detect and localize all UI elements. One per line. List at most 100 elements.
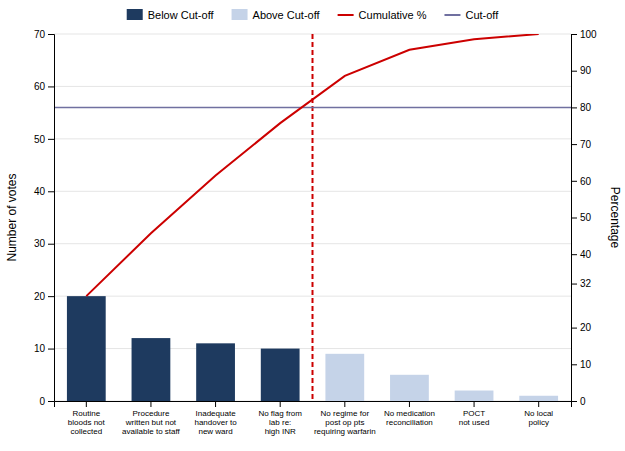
tick-mark [571, 181, 577, 182]
chart: Routinebloods notcollected Procedurewritt… [0, 0, 625, 451]
axis-line [48, 35, 55, 402]
tick-label-line: new ward [198, 427, 232, 436]
tick-label-line: policy [528, 418, 548, 427]
tick-label-line: Procedure [132, 409, 169, 418]
tick-mark [571, 71, 577, 72]
tick-label-line: No local [524, 409, 553, 418]
tick-mark [48, 401, 54, 402]
legend-label: Above Cut-off [253, 9, 321, 21]
tick: 70 [571, 139, 592, 150]
tick-mark [571, 144, 577, 145]
tick: 70 [34, 29, 54, 40]
grid-line [54, 296, 571, 297]
tick-label: 70 [580, 139, 592, 150]
tick-mark [344, 401, 345, 407]
tick-label: POCTnot used [459, 409, 490, 427]
legend-item: Cumulative % [338, 9, 427, 21]
y-axis: 010203040506070 [34, 29, 55, 407]
tick-label: 60 [580, 176, 592, 187]
tick-label: 20 [34, 291, 46, 302]
tick-mark [48, 349, 54, 350]
tick-mark [86, 401, 87, 407]
tick-label: 50 [580, 212, 592, 223]
bar [261, 349, 300, 401]
legend-swatch [232, 9, 248, 20]
tick-label: 70 [34, 29, 46, 40]
tick: 50 [34, 134, 54, 145]
tick-label: No medicationreconciliation [384, 409, 435, 427]
tick-label-line: available to staff [122, 427, 180, 436]
tick-mark [48, 34, 54, 35]
line [86, 34, 538, 296]
tick-label: 40 [34, 186, 46, 197]
tick-label: 80 [580, 102, 592, 113]
tick-mark [571, 218, 577, 219]
legend-swatch [338, 14, 354, 16]
tick-mark [538, 401, 539, 407]
tick-mark [571, 328, 577, 329]
tick-mark [48, 86, 54, 87]
tick: 30 [34, 238, 54, 249]
bar [519, 396, 558, 401]
tick-label-line: Routine [73, 409, 101, 418]
tick: No regime forpost op ptsrequiring warfar… [314, 401, 376, 436]
bar [455, 391, 494, 401]
reference-line [54, 107, 571, 109]
tick: Procedurewritten but notavailable to sta… [122, 401, 180, 436]
tick: Routinebloods notcollected [68, 401, 106, 436]
bar [132, 338, 171, 401]
y2-axis: 0 10 20 32 40 50 60 70 80 90 100 [571, 29, 597, 407]
tick-label-line: not used [459, 418, 490, 427]
tick-label: 20 [580, 322, 592, 333]
tick-mark [571, 107, 577, 108]
tick-mark [215, 401, 216, 407]
tick-label-line: post op pts [325, 418, 364, 427]
tick: 32 [571, 278, 592, 289]
bar [390, 375, 429, 401]
tick-label-line: No medication [384, 409, 435, 418]
divider [312, 34, 314, 401]
tick-label: 50 [34, 134, 46, 145]
plot: Routinebloods notcollected Procedurewritt… [34, 29, 597, 436]
tick-label-line: reconciliation [386, 418, 433, 427]
tick-label: 30 [34, 238, 46, 249]
tick-mark [48, 191, 54, 192]
tick: No flag fromlab re:high INR [258, 401, 302, 436]
y2-axis-title: Percentage [608, 187, 622, 249]
tick-label: 10 [580, 359, 592, 370]
legend: Below Cut-offAbove Cut-offCumulative %Cu… [127, 9, 500, 21]
tick: 20 [571, 322, 592, 333]
tick-label: No flag fromlab re:high INR [258, 409, 302, 436]
tick-label: 100 [580, 29, 597, 40]
tick-label-line: written but not [125, 418, 177, 427]
tick-label: 40 [580, 249, 592, 260]
grid [54, 34, 571, 401]
marks [54, 34, 571, 401]
tick: 90 [571, 65, 592, 76]
tick-label: Routinebloods notcollected [68, 409, 106, 436]
legend-swatch [127, 9, 143, 20]
tick-label: Procedurewritten but notavailable to sta… [122, 409, 180, 436]
y-axis-title: Number of votes [5, 173, 19, 261]
tick-label-line: collected [71, 427, 103, 436]
legend-item: Above Cut-off [232, 9, 321, 21]
tick: No medicationreconciliation [384, 401, 435, 427]
tick: 0 [39, 396, 54, 407]
tick: 40 [34, 186, 54, 197]
tick-label-line: No regime for [321, 409, 370, 418]
tick: No localpolicy [524, 401, 553, 427]
tick: 40 [571, 249, 592, 260]
bar [325, 354, 364, 401]
tick: 100 [571, 29, 597, 40]
tick-label-line: requiring warfarin [314, 427, 376, 436]
tick-label: 0 [39, 396, 45, 407]
tick-mark [474, 401, 475, 407]
tick: 10 [34, 343, 54, 354]
tick: POCTnot used [459, 401, 490, 427]
legend-swatch [444, 14, 460, 16]
tick-mark [571, 364, 577, 365]
tick: Inadequatehandover tonew ward [194, 401, 237, 436]
tick-label: 90 [580, 65, 592, 76]
bar [67, 296, 106, 401]
tick-label: 0 [580, 396, 586, 407]
